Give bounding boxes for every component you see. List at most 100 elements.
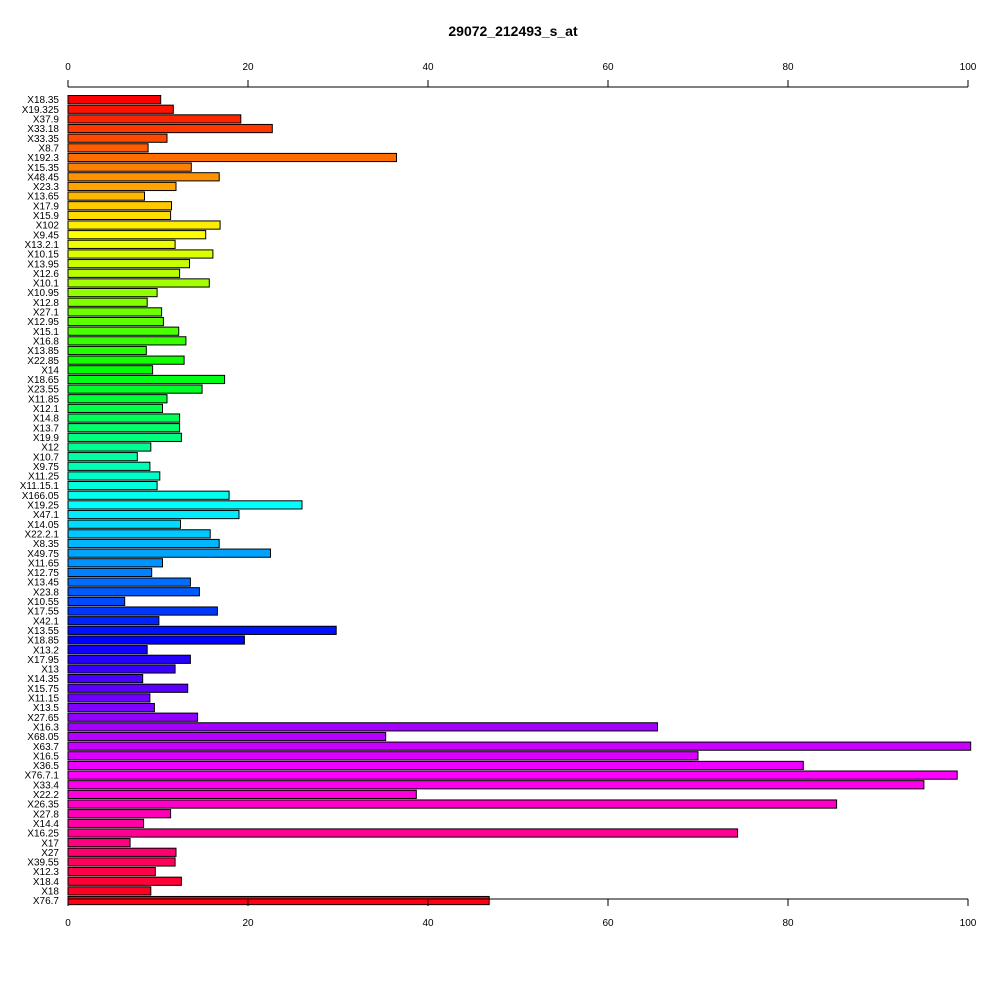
y-category-label: X19.9 <box>33 433 60 444</box>
y-category-label: X36.5 <box>33 761 60 772</box>
bar <box>67 635 245 645</box>
y-category-label: X23.8 <box>33 587 60 598</box>
bar <box>67 374 226 385</box>
x-tick-label: 20 <box>242 62 254 73</box>
y-category-label: X12.3 <box>33 867 60 878</box>
bar <box>67 336 187 346</box>
y-category-label: X15.1 <box>33 327 60 338</box>
y-category-label: X17.55 <box>27 607 59 618</box>
y-category-label: X37.9 <box>33 115 60 126</box>
bar <box>67 606 218 616</box>
y-category-label: X13.65 <box>27 192 59 203</box>
y-category-label: X12.95 <box>27 317 59 328</box>
bar <box>67 722 658 732</box>
bar <box>67 567 153 578</box>
bar <box>67 693 151 703</box>
bar <box>67 316 164 327</box>
bar <box>67 529 211 539</box>
bar <box>67 895 490 906</box>
bar <box>67 394 168 404</box>
bar <box>67 288 158 298</box>
y-category-label: X33.4 <box>33 780 60 791</box>
bar <box>67 799 838 809</box>
y-category-label: X11.15.1 <box>20 481 60 492</box>
y-category-label: X192.3 <box>27 153 59 164</box>
y-category-label: X14.35 <box>27 674 59 685</box>
y-category-label: X9.45 <box>33 230 60 241</box>
y-category-label: X76.7.1 <box>25 771 60 782</box>
bar <box>67 413 181 423</box>
bar <box>67 403 163 413</box>
bar <box>67 577 191 587</box>
bar <box>67 538 220 549</box>
bar <box>67 509 240 520</box>
y-category-label: X47.1 <box>33 510 60 521</box>
bar <box>67 162 192 172</box>
bar <box>67 268 181 278</box>
y-category-label: X27.65 <box>27 713 59 724</box>
y-category-label: X18 <box>41 887 59 898</box>
bar <box>67 355 185 365</box>
y-category-label: X13.2.1 <box>25 240 60 251</box>
x-axis-bottom: 0 20 40 60 80 100 <box>65 898 977 929</box>
y-category-label: X16.5 <box>33 751 60 762</box>
bar <box>67 191 145 201</box>
y-category-label: X12.6 <box>33 269 60 280</box>
bar <box>67 654 191 664</box>
chart-title: 29072_212493_s_at <box>448 23 578 39</box>
y-category-label: X63.7 <box>33 742 60 753</box>
y-category-label: X27 <box>41 848 59 859</box>
bar <box>67 548 271 558</box>
bar <box>67 123 273 134</box>
y-category-label: X9.75 <box>33 462 60 473</box>
bar <box>67 471 161 481</box>
bar <box>67 442 152 452</box>
y-category-label: X17.95 <box>27 655 59 666</box>
bar <box>67 143 149 153</box>
bar <box>67 152 397 163</box>
x-tick-label: 60 <box>602 918 614 929</box>
y-category-label: X10.55 <box>27 597 59 608</box>
y-category-label: X68.05 <box>27 732 59 743</box>
bar <box>67 432 182 442</box>
bar <box>67 278 210 288</box>
y-category-label: X10.95 <box>27 288 59 299</box>
y-axis-labels: X18.35X19.325X37.9X33.18X33.35X8.7X192.3… <box>20 95 60 907</box>
x-tick-label: 80 <box>782 62 794 73</box>
y-category-label: X11.15 <box>28 694 59 705</box>
y-category-label: X16.8 <box>33 336 60 347</box>
y-category-label: X17.9 <box>33 201 60 212</box>
y-category-label: X26.35 <box>27 800 59 811</box>
bar <box>67 172 220 182</box>
x-tick-label: 100 <box>960 62 977 73</box>
y-category-label: X13 <box>41 665 59 676</box>
x-axis-top: 0 20 40 60 80 100 <box>65 62 977 88</box>
bar <box>67 809 172 819</box>
bar <box>67 423 181 433</box>
bar <box>67 210 172 221</box>
bar <box>67 789 417 799</box>
y-category-label: X27.1 <box>33 308 60 319</box>
bar <box>67 104 174 114</box>
y-category-label: X14.4 <box>33 819 60 830</box>
y-category-label: X19.25 <box>27 501 59 512</box>
bar <box>67 239 176 249</box>
bar <box>67 500 303 510</box>
bar <box>67 818 145 828</box>
bar <box>67 857 176 867</box>
y-category-label: X14.05 <box>27 520 59 531</box>
bar <box>67 886 152 896</box>
y-category-label: X166.05 <box>22 491 60 502</box>
bar <box>67 133 168 143</box>
bar <box>67 181 177 192</box>
bar <box>67 741 972 751</box>
bar <box>67 95 162 105</box>
y-category-label: X12 <box>41 443 59 454</box>
bar <box>67 114 242 124</box>
y-category-label: X33.35 <box>27 134 59 145</box>
y-category-label: X23.55 <box>27 385 59 396</box>
bar <box>67 365 154 375</box>
bar <box>67 645 148 655</box>
x-tick-label: 100 <box>960 918 977 929</box>
